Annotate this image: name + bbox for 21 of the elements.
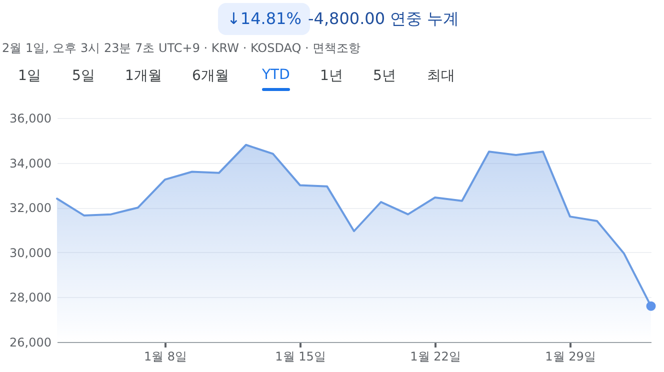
text: 6개월 bbox=[192, 67, 229, 85]
x-tick-label: 1월 22일 bbox=[410, 350, 461, 364]
y-tick-label: 26,000 bbox=[10, 336, 52, 350]
y-tick-label: 28,000 bbox=[10, 290, 52, 305]
y-tick-label: 36,000 bbox=[10, 112, 52, 126]
y-tick-label: 32,000 bbox=[10, 201, 52, 216]
x-tick-label: 1월 29일 bbox=[545, 350, 596, 364]
text: 1년 bbox=[320, 67, 343, 85]
text: 최대 bbox=[427, 67, 455, 85]
x-tick-label: 1월 8일 bbox=[144, 350, 188, 364]
text: 2월 1일, 오후 3시 23분 7초 UTC+9 · KRW · KOSDAQ · 면책조항 bbox=[2, 40, 361, 57]
chart-title: ↓14.81% bbox=[227, 9, 302, 28]
text: 5일 bbox=[72, 67, 95, 85]
text: 5년 bbox=[373, 67, 396, 85]
chart-subtitle: -4,800.00 연중 누계 bbox=[308, 8, 460, 30]
y-tick-label: 30,000 bbox=[10, 246, 52, 260]
text: 1개월 bbox=[125, 67, 162, 85]
y-tick-label: 34,000 bbox=[10, 156, 52, 170]
text: YTD bbox=[262, 67, 290, 83]
x-tick-label: 1월 15일 bbox=[275, 350, 326, 364]
text: 1일 bbox=[18, 67, 41, 85]
